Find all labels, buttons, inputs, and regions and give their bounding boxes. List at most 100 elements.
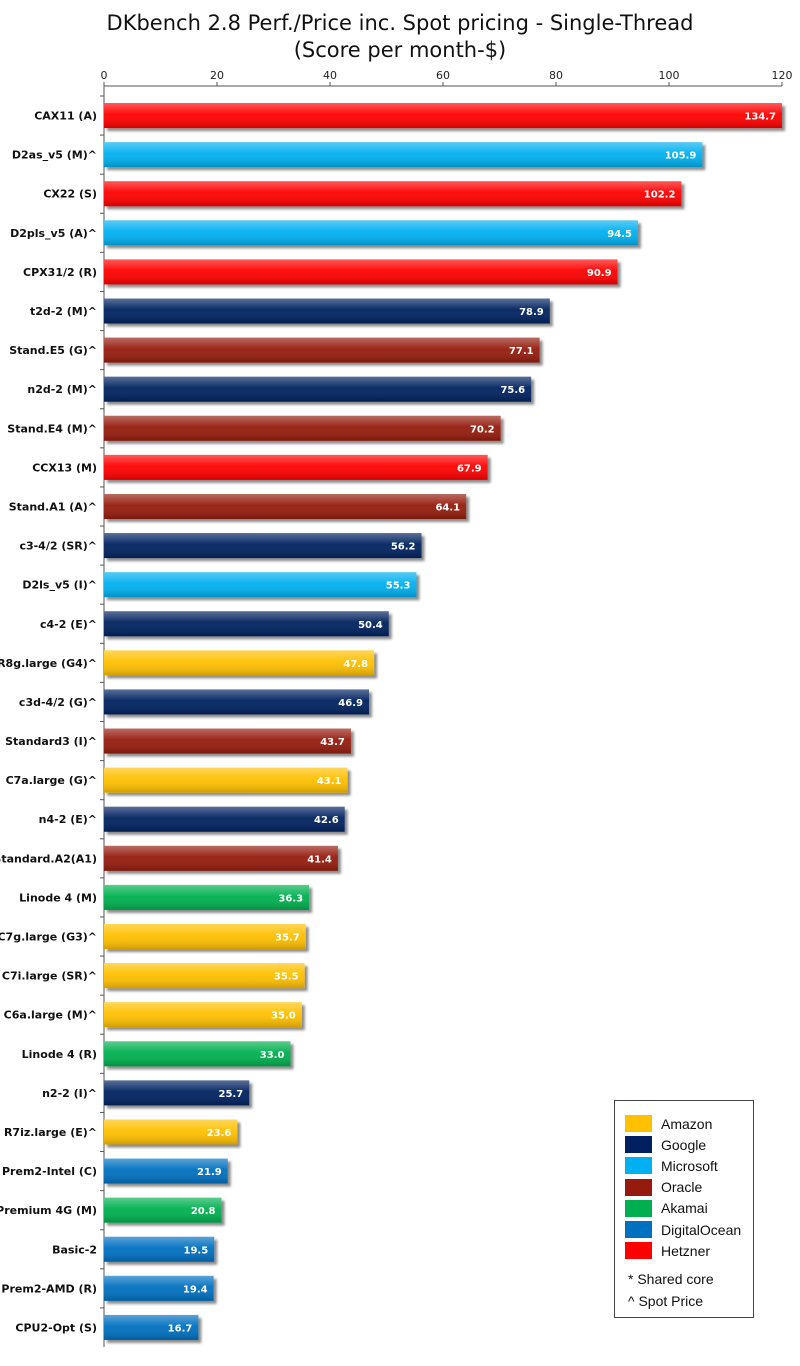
bar-value-label: 56.2 (391, 542, 416, 553)
bar-value-label: 33.0 (260, 1050, 285, 1061)
bar-value-label: 75.6 (500, 385, 525, 396)
bar-group: 75.6 (104, 376, 532, 402)
bar-highlight (104, 806, 345, 832)
bar-group: 35.7 (104, 924, 306, 950)
legend-item-amazon: Amazon (625, 1113, 745, 1134)
bar-value-label: 90.9 (587, 268, 612, 279)
x-tick-label: 100 (659, 69, 680, 82)
legend-swatch (625, 1199, 652, 1217)
bar-value-label: 105.9 (665, 151, 697, 162)
bar-group: 64.1 (104, 493, 467, 519)
bar-highlight (104, 259, 618, 285)
bar-highlight (104, 1119, 238, 1145)
bar-group: 19.4 (104, 1275, 214, 1301)
bar-group: 21.9 (104, 1158, 228, 1184)
category-label: CPU2-Opt (S) (15, 1321, 97, 1334)
chart-title-line-1: DKbench 2.8 Perf./Price inc. Spot pricin… (106, 11, 694, 35)
category-label: t2d-2 (M)^ (30, 305, 97, 318)
category-label: n2-2 (I)^ (42, 1087, 97, 1100)
bar-value-label: 77.1 (509, 346, 534, 357)
bar-highlight (104, 1158, 228, 1184)
bar-highlight (104, 103, 782, 129)
bar-highlight (104, 181, 682, 207)
bar-highlight (104, 1314, 199, 1340)
bar-group: 67.9 (104, 454, 488, 480)
y-axis: CAX11 (A) D2as_v5 (M)^ CX22 (S) D2pls_v5 (A… (0, 95, 104, 1334)
legend-item-google: Google (625, 1134, 745, 1155)
bar-value-label: 41.4 (307, 854, 332, 865)
bar-highlight (104, 493, 467, 519)
legend-item-microsoft: Microsoft (625, 1155, 745, 1176)
bar-group: 94.5 (104, 220, 638, 246)
bar-highlight (104, 728, 351, 754)
bar-value-label: 19.4 (183, 1284, 208, 1295)
bar-value-label: 36.3 (278, 893, 303, 904)
bar-value-label: 25.7 (219, 1089, 244, 1100)
category-label: CCX13 (M) (32, 461, 97, 474)
bar-group: 43.1 (104, 767, 348, 793)
bar-group: 19.5 (104, 1236, 215, 1262)
bar-highlight (104, 884, 310, 910)
x-tick-label: 40 (323, 69, 337, 82)
category-label: R7iz.large (E)^ (4, 1126, 97, 1139)
chart-title-line-2: (Score per month-$) (293, 38, 507, 62)
category-label: C6a.large (M)^ (4, 1009, 97, 1022)
bar-highlight (104, 298, 550, 324)
legend-label: Hetzner (661, 1242, 711, 1259)
bar-group: 46.9 (104, 689, 369, 715)
chart-title: DKbench 2.8 Perf./Price inc. Spot pricin… (0, 10, 800, 64)
bar-value-label: 50.4 (358, 620, 383, 631)
bar-value-label: 20.8 (191, 1206, 216, 1217)
legend-label: Akamai (661, 1200, 708, 1217)
bar-highlight (104, 533, 422, 559)
legend-item-digitalocean: DigitalOcean (625, 1219, 745, 1240)
category-label: CPX31/2 (R) (23, 266, 97, 279)
bar-group: 35.5 (104, 963, 305, 989)
bar-value-label: 67.9 (457, 463, 482, 474)
bar-group: 16.7 (104, 1314, 199, 1340)
bar-group: 134.7 (104, 103, 782, 129)
bar-value-label: 64.1 (435, 502, 460, 513)
category-label: Stand.E5 (G)^ (9, 344, 97, 357)
bar-group: 56.2 (104, 533, 422, 559)
bar-group: 50.4 (104, 611, 389, 637)
bar-group: 36.3 (104, 884, 310, 910)
bar-value-label: 55.3 (386, 581, 411, 592)
bar-group: 25.7 (104, 1080, 250, 1106)
x-tick-label: 0 (101, 69, 108, 82)
legend-note-spot-price: ^ Spot Price (628, 1293, 704, 1310)
category-label: Prem2-Intel (C) (2, 1165, 97, 1178)
category-label: D2pls_v5 (A)^ (10, 227, 97, 240)
legend-item-hetzner: Hetzner (625, 1240, 745, 1261)
legend-notes: * Shared core ^ Spot Price (625, 1268, 745, 1312)
category-label: R8g.large (G4)^ (0, 657, 97, 670)
category-label: CX22 (S) (43, 188, 97, 201)
bar-value-label: 47.8 (343, 659, 368, 670)
bar-group: 42.6 (104, 806, 345, 832)
x-tick-label: 120 (772, 69, 793, 82)
bar-highlight (104, 767, 348, 793)
bar-value-label: 46.9 (338, 698, 363, 709)
bar-group: 70.2 (104, 415, 501, 441)
bar-value-label: 23.6 (207, 1128, 232, 1139)
x-tick-label: 80 (549, 69, 563, 82)
bar-value-label: 35.0 (271, 1011, 296, 1022)
bar-group: 23.6 (104, 1119, 238, 1145)
category-label: CAX11 (A) (34, 110, 97, 123)
bar-highlight (104, 1002, 302, 1028)
bar-highlight (104, 924, 306, 950)
category-label: D2as_v5 (M)^ (12, 149, 97, 162)
bar-group: 78.9 (104, 298, 550, 324)
bar-highlight (104, 1275, 214, 1301)
bar-highlight (104, 611, 389, 637)
bar-value-label: 19.5 (183, 1245, 208, 1256)
x-axis: 0 20 40 60 80 100 120 (101, 69, 793, 1347)
bar-highlight (104, 142, 703, 168)
bar-value-label: 42.6 (314, 815, 339, 826)
legend: Amazon Google Microsoft Oracle Akamai Digital… (614, 1100, 754, 1318)
legend-swatch (625, 1178, 652, 1196)
bar-highlight (104, 845, 338, 871)
legend-label: Oracle (661, 1179, 703, 1196)
bar-group: 77.1 (104, 337, 540, 363)
